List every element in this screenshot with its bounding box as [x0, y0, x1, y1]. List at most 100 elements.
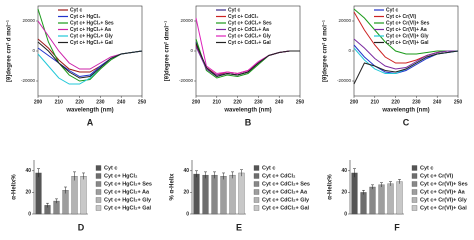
- x-tick-label: 210: [55, 99, 64, 105]
- y-tick-label: 40: [341, 168, 347, 174]
- x-tick-label: 250: [454, 99, 463, 105]
- legend-swatch: [411, 205, 418, 211]
- legend-label: Cyt c+ CdCl₂+ Ses: [262, 181, 310, 187]
- y-tick-label: 20: [341, 190, 347, 196]
- legend-swatch: [411, 197, 418, 203]
- legend-swatch: [253, 181, 260, 187]
- error-bar: [73, 171, 76, 181]
- x-tick-label: 230: [412, 99, 421, 105]
- legend-swatch: [411, 181, 418, 187]
- bar: [202, 174, 209, 215]
- legend-swatch: [411, 165, 418, 171]
- y-tick-label: 20000: [180, 18, 193, 23]
- legend-label: Cyt c+ CdCl₂: [228, 14, 258, 20]
- error-bar: [240, 169, 243, 177]
- legend-swatch: [411, 173, 418, 179]
- legend-swatch: [95, 197, 102, 203]
- legend-label: Cyt c+ Cr(VI)+ Gly: [386, 33, 429, 39]
- legend-label: Cyt c+ CdCl₂+ Aa: [228, 27, 269, 33]
- y-tick-label: 0: [186, 211, 189, 217]
- x-tick-label: 250: [138, 99, 147, 105]
- y-tick-label: 40: [183, 168, 189, 174]
- series-line: [353, 38, 458, 70]
- y-axis-label: α-Helix%: [12, 174, 18, 200]
- legend-label: Cyt c+ Cr(VI)+ Ses: [420, 181, 468, 187]
- y-tick-label: 20: [25, 190, 31, 196]
- legend-label: Cyt c+ HgCl₂+ Gly: [70, 33, 113, 39]
- bar: [211, 174, 218, 215]
- bar: [396, 181, 403, 215]
- bar: [238, 172, 245, 215]
- bar: [351, 172, 358, 215]
- error-bar: [389, 181, 392, 186]
- error-bar: [55, 198, 58, 204]
- x-tick-label: 200: [34, 99, 43, 105]
- y-tick-label: -20000: [21, 78, 36, 83]
- legend-label: Cyt c+ Cr(VI)+ Gal: [420, 205, 467, 211]
- panel-label: C: [403, 117, 410, 127]
- legend-label: Cyt c+ CdCl₂+ Gly: [262, 197, 310, 203]
- error-bar: [380, 182, 383, 187]
- panel-label: E: [236, 222, 242, 232]
- x-tick-label: 220: [75, 99, 84, 105]
- bar: [193, 173, 200, 215]
- y-tick-label: 0: [32, 48, 35, 53]
- error-bar: [398, 179, 401, 184]
- legend-label: Cyt c: [386, 7, 398, 13]
- x-tick-label: 230: [96, 99, 105, 105]
- bar: [229, 174, 236, 215]
- x-tick-label: 200: [350, 99, 359, 105]
- y-axis-label: [θ]degree cm² d mol⁻¹: [6, 20, 13, 82]
- bar: [369, 186, 376, 215]
- legend-label: Cyt c+ CdCl₂+ Gal: [228, 40, 271, 46]
- y-axis-label: [θ]degree cm² dmol⁻¹: [164, 21, 171, 81]
- x-tick-label: 210: [371, 99, 380, 105]
- legend-swatch: [253, 205, 260, 211]
- legend-label: Cyt c+ HgCl₂+ Gal: [70, 40, 113, 46]
- legend-label: Cyt c+ HgCl₂+ Aa: [104, 189, 150, 195]
- error-bar: [213, 171, 216, 179]
- legend-label: Cyt c+ Cr(VI)+ Gly: [420, 197, 468, 203]
- error-bar: [204, 171, 207, 179]
- series-line: [195, 43, 300, 78]
- error-bar: [362, 189, 365, 195]
- x-tick-label: 240: [275, 99, 284, 105]
- bar: [387, 183, 394, 215]
- legend-label: Cyt c+ HgCl₂+ Aa: [70, 27, 111, 33]
- y-tick-label: 0: [348, 48, 351, 53]
- legend-swatch: [253, 197, 260, 203]
- y-axis-label: [θ]degree cm² d mol⁻¹: [322, 20, 329, 82]
- legend-label: Cyt c+ Cr(VI)+ Gal: [386, 40, 429, 46]
- bar: [80, 176, 87, 215]
- error-bar: [371, 184, 374, 190]
- x-tick-label: 220: [233, 99, 242, 105]
- bar: [35, 172, 42, 215]
- y-tick-label: 20: [183, 190, 189, 196]
- legend-label: Cyt c+ Cr(VI): [420, 173, 453, 179]
- error-bar: [195, 170, 198, 178]
- y-axis-label: % α-Helix: [170, 173, 176, 201]
- bar: [71, 176, 78, 215]
- error-bar: [64, 186, 67, 194]
- y-tick-label: 0: [190, 48, 193, 53]
- legend-label: Cyt c+ Cr(VI)+ Ses: [386, 20, 430, 26]
- error-bar: [353, 168, 356, 178]
- legend-swatch: [253, 165, 260, 171]
- panel-label: D: [78, 222, 85, 232]
- error-bar: [222, 172, 225, 180]
- x-tick-label: 210: [213, 99, 222, 105]
- legend-label: Cyt c+ Cr(VI)+ Aa: [386, 27, 427, 33]
- error-bar: [37, 168, 40, 178]
- legend-swatch: [95, 181, 102, 187]
- y-tick-label: 0: [344, 211, 347, 217]
- legend-swatch: [95, 205, 102, 211]
- x-tick-label: 240: [433, 99, 442, 105]
- legend-swatch: [95, 165, 102, 171]
- legend-swatch: [253, 189, 260, 195]
- legend-label: Cyt c+ HgCl₂+ Ses: [104, 181, 152, 187]
- legend-label: Cyt c+ CdCl₂+ Gal: [262, 205, 310, 211]
- panel-label: A: [87, 117, 94, 127]
- x-axis-label: wavelength (nm): [65, 108, 113, 114]
